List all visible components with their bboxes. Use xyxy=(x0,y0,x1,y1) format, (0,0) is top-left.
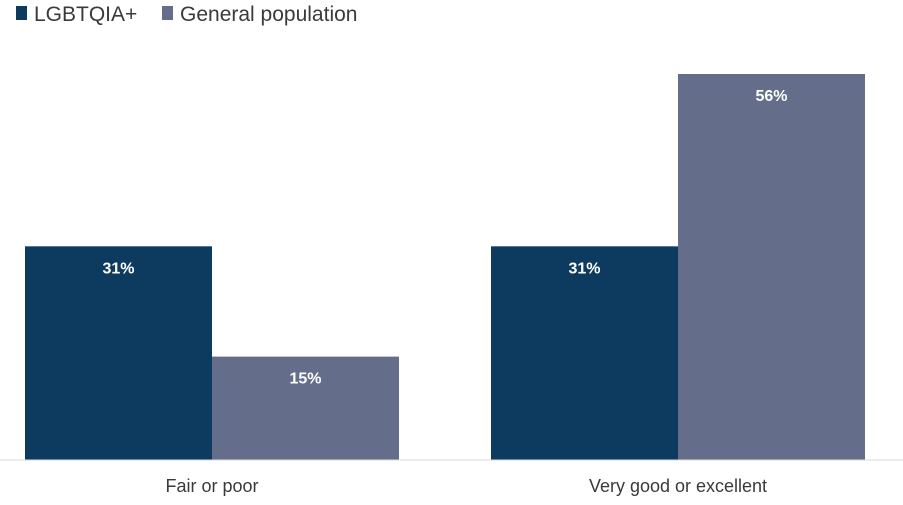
value-label-lgbtqia-very-good-or-excellent: 31% xyxy=(568,260,600,277)
bar-general-population-fair-or-poor xyxy=(212,356,399,460)
value-label-general-population-fair-or-poor: 15% xyxy=(289,371,321,388)
bar-general-population-very-good-or-excellent xyxy=(678,74,865,460)
legend: LGBTQIA+ General population xyxy=(16,3,357,26)
legend-swatch-general-population xyxy=(162,6,173,20)
value-labels: 31% 15% 31% 56% xyxy=(102,88,787,388)
value-label-general-population-very-good-or-excellent: 56% xyxy=(755,88,787,105)
bars xyxy=(25,74,865,460)
legend-label-general-population: General population xyxy=(180,3,357,26)
bar-lgbtqia-very-good-or-excellent xyxy=(491,246,678,460)
value-label-lgbtqia-fair-or-poor: 31% xyxy=(102,260,134,277)
x-axis-ticks: Fair or poor Very good or excellent xyxy=(165,476,767,496)
legend-label-lgbtqia: LGBTQIA+ xyxy=(34,3,137,26)
bar-lgbtqia-fair-or-poor xyxy=(25,246,212,460)
x-tick-fair-or-poor: Fair or poor xyxy=(165,476,258,496)
legend-swatch-lgbtqia xyxy=(16,6,27,20)
x-tick-very-good-or-excellent: Very good or excellent xyxy=(589,476,767,496)
